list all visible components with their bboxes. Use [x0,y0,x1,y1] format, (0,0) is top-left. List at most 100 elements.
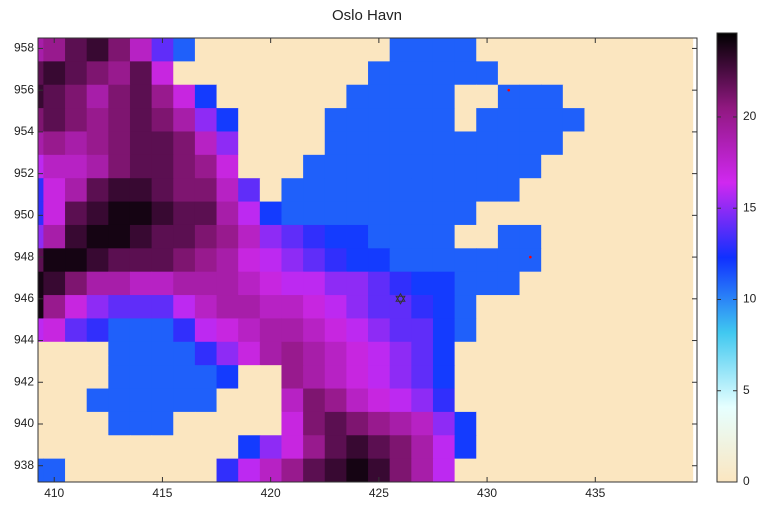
cell [173,295,196,319]
y-tick-label: 942 [14,374,34,388]
cell [194,341,218,366]
cell [259,201,282,226]
cell [389,388,412,413]
cell [497,435,521,460]
cell [411,435,434,460]
cell [86,318,109,343]
cell [324,458,347,482]
cell [584,178,607,203]
cell [649,131,672,156]
cell [65,224,88,249]
cell [303,458,326,482]
cell [541,61,564,86]
x-tick-label: 435 [585,486,605,500]
cell [86,178,109,203]
cell [432,224,456,249]
cell [476,154,499,179]
cell [43,108,66,132]
cell [454,84,477,109]
cell [65,295,88,319]
cell [606,61,629,86]
cell [194,131,218,156]
cell [194,271,218,296]
cell [627,84,650,109]
cell [238,318,261,343]
cell [476,271,499,296]
y-tick-label: 958 [14,41,34,55]
cell [562,411,585,436]
cell [65,435,88,460]
cell [411,131,434,156]
cell [43,61,66,86]
cell [238,295,261,319]
cell [519,365,542,390]
cell [151,388,174,413]
cell [454,388,477,413]
cell [86,365,109,390]
cell [584,131,607,156]
cell [562,295,585,319]
cell [65,271,88,296]
cell [584,61,607,86]
cell [303,154,326,179]
cell [432,411,456,436]
cell [368,178,391,203]
cell [259,435,282,460]
cell [281,178,304,203]
cell [151,84,174,109]
cell [606,388,629,413]
cell [671,295,694,319]
cell [411,318,434,343]
cell [432,61,456,86]
cell [173,435,196,460]
cell [259,411,282,436]
cell [562,458,585,482]
cell [411,271,434,296]
cell [86,388,109,413]
cell [432,458,456,482]
colorbar-tick-label: 0 [743,474,750,488]
cell [216,271,239,296]
cell [389,84,412,109]
cell [324,108,347,132]
cell [129,154,153,179]
cell [389,201,412,226]
cell [108,341,131,366]
cell [606,318,629,343]
cell [324,388,347,413]
cell [584,84,607,109]
cell [432,435,456,460]
cell [238,131,261,156]
cell [476,458,499,482]
cell [65,178,88,203]
cell [216,61,239,86]
cell [38,458,44,482]
cell [324,178,347,203]
cell [389,458,412,482]
cell [43,318,66,343]
cell [173,365,196,390]
cell [368,411,391,436]
cell [86,38,109,62]
cell [606,201,629,226]
cell [216,224,239,249]
cell [411,365,434,390]
cell [562,61,585,86]
cell [411,61,434,86]
x-tick-label: 430 [477,486,497,500]
cell [346,108,369,132]
cell [368,131,391,156]
cell [108,108,131,132]
cell [432,295,456,319]
cell [368,318,391,343]
cell [281,84,304,109]
cell [346,365,369,390]
cell [671,318,694,343]
cell [238,108,261,132]
cell [627,271,650,296]
x-tick-label: 420 [261,486,281,500]
cell [129,271,153,296]
cell [43,271,66,296]
cell [411,108,434,132]
cell [281,411,304,436]
